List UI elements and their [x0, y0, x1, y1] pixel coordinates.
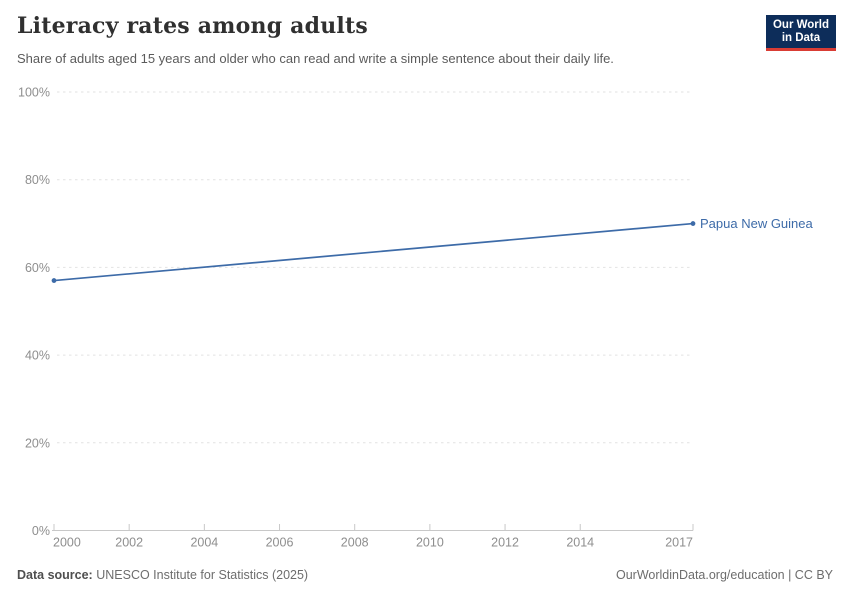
y-axis-tick-label: 40%: [25, 349, 50, 363]
owid-logo-line2: in Data: [781, 32, 821, 44]
y-axis-tick-label: 60%: [25, 261, 50, 275]
chart-subtitle: Share of adults aged 15 years and older …: [17, 51, 614, 66]
series-endpoint-dot: [690, 221, 696, 226]
y-axis-tick-label: 80%: [25, 173, 50, 187]
line-chart: 0% 20% 40% 60% 80% 100% 2000 2002 2004 2006 2008 20…: [18, 86, 814, 550]
x-axis-tick-label: 2002: [115, 536, 143, 550]
y-axis-tick-label: 20%: [25, 436, 50, 450]
x-axis-tick-label: 2008: [341, 536, 369, 550]
owid-logo-line1: Our World: [772, 19, 829, 31]
data-source-note: Data source: UNESCO Institute for Statis…: [17, 567, 308, 583]
x-axis-tick-label: 2010: [416, 536, 444, 550]
y-axis-tick-label: 100%: [18, 86, 50, 100]
x-axis-tick-label: 2017: [665, 536, 693, 550]
data-source-label: Data source:: [17, 568, 93, 582]
x-axis-tick-label: 2000: [53, 536, 81, 550]
series-line[interactable]: [53, 222, 694, 282]
data-source-text: UNESCO Institute for Statistics (2025): [96, 568, 309, 582]
x-axis-tick-label: 2006: [266, 536, 294, 550]
footer-citation-link[interactable]: OurWorldinData.org/education | CC BY: [615, 568, 833, 582]
owid-logo[interactable]: Our World in Data: [765, 15, 836, 51]
x-axis-tick-label: 2014: [566, 536, 594, 550]
chart-footer: Data source: UNESCO Institute for Statis…: [17, 567, 833, 583]
chart-title: Literacy rates among adults: [17, 13, 368, 39]
entity-label[interactable]: Papua New Guinea: [700, 216, 814, 231]
x-axis-tick-label: 2004: [190, 536, 218, 550]
series-endpoint-dot: [51, 278, 57, 283]
y-axis-tick-label: 0%: [32, 524, 50, 538]
x-axis-tick-label: 2012: [491, 536, 519, 550]
